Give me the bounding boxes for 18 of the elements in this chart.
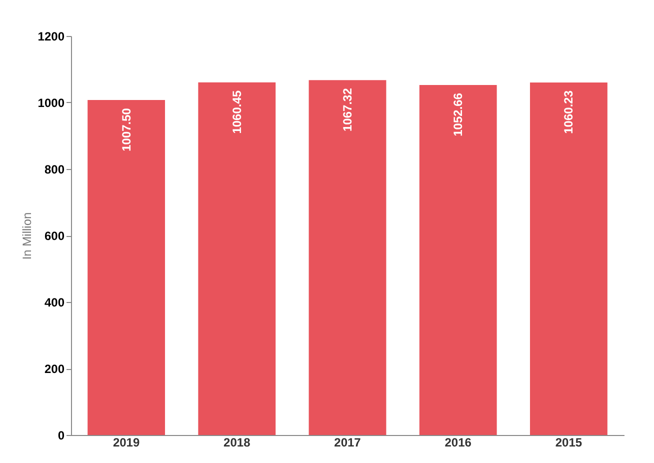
data-label: 1007.50	[119, 108, 134, 152]
y-axis-title: In Million	[20, 212, 34, 260]
y-tick-label: 0	[58, 428, 65, 442]
x-tick-label: 2016	[444, 436, 472, 450]
x-tick-label: 2019	[112, 436, 140, 450]
y-tick-label: 600	[44, 229, 65, 243]
y-tick-label: 400	[44, 296, 65, 310]
data-label: 1052.66	[451, 92, 466, 136]
y-tick-label: 1200	[38, 30, 65, 44]
x-tick-label: 2015	[555, 436, 582, 450]
y-tick-label: 200	[44, 362, 65, 376]
data-label: 1060.45	[230, 90, 244, 134]
x-tick-label: 2017	[334, 436, 362, 450]
x-tick-label: 2018	[224, 436, 251, 450]
data-label: 1060.23	[562, 90, 576, 134]
y-tick-label: 1000	[38, 96, 65, 110]
y-tick-label: 800	[44, 162, 65, 176]
data-label: 1067.32	[340, 88, 354, 132]
